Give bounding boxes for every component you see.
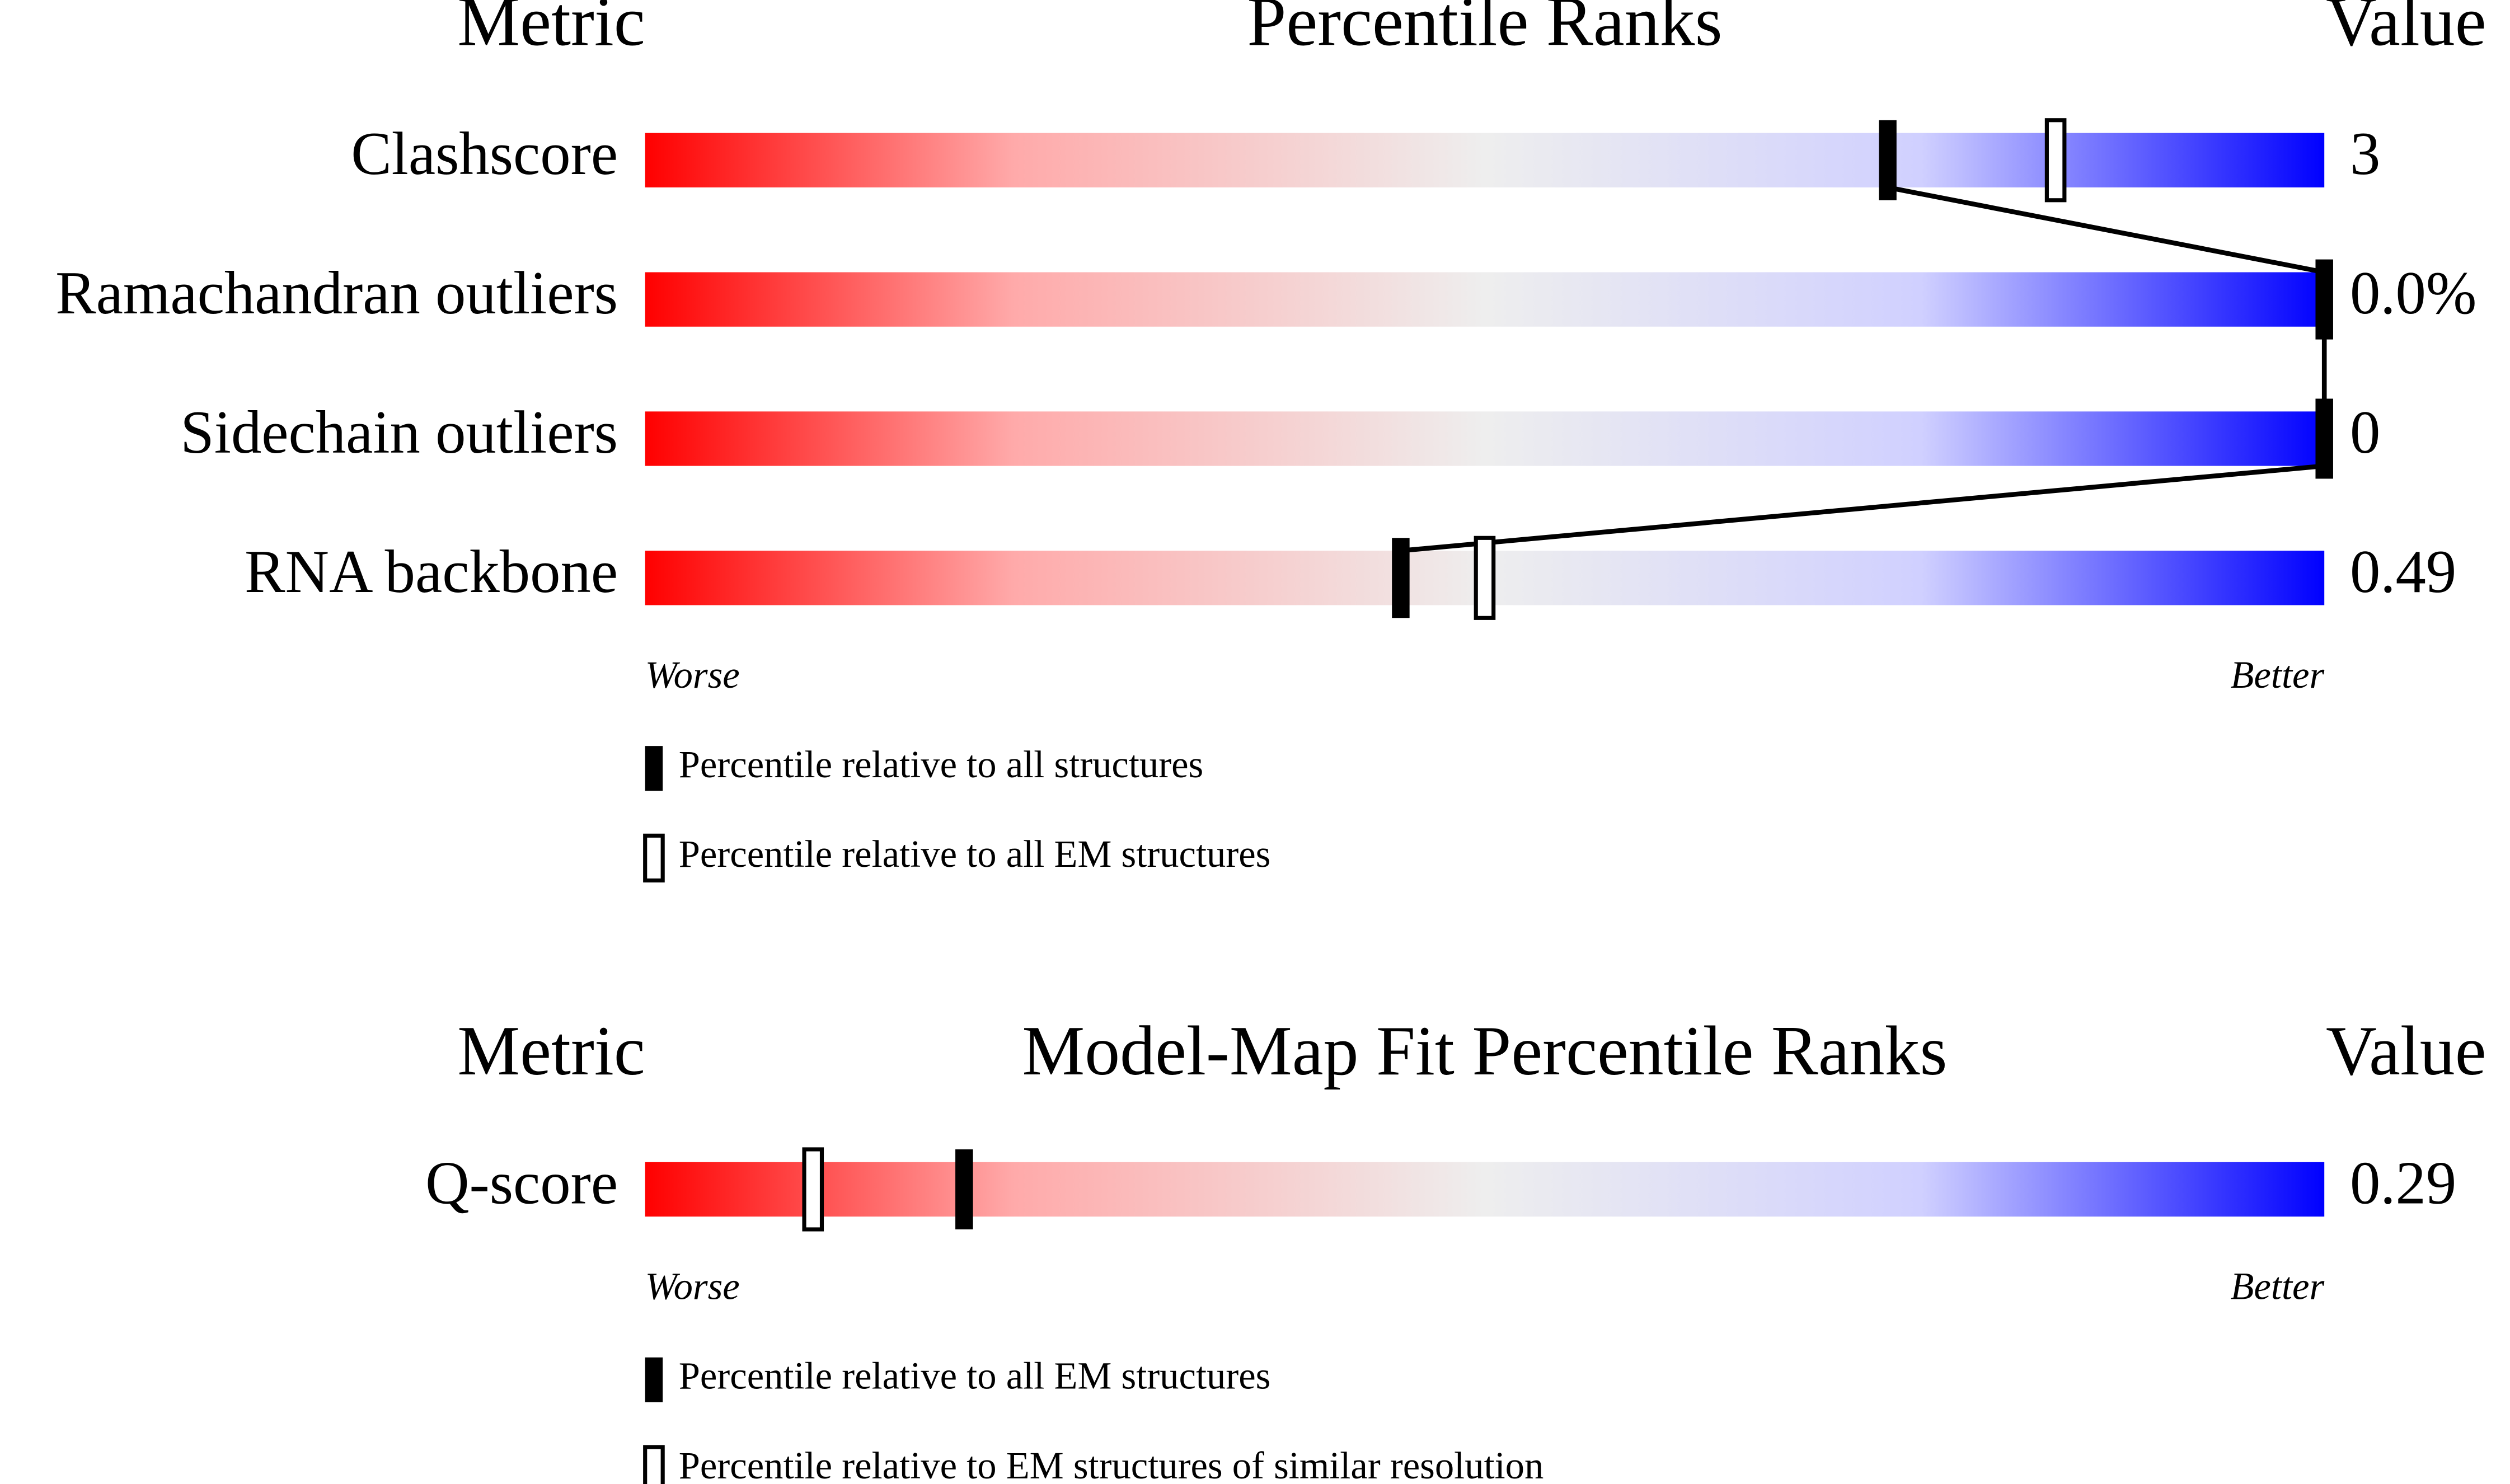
metric-label: Sidechain outliers bbox=[180, 398, 618, 466]
percentile-bar bbox=[645, 133, 2325, 187]
chart-title: Percentile Ranks bbox=[1247, 0, 1722, 61]
metric-value: 3 bbox=[2350, 120, 2380, 187]
legend-label: Percentile relative to all EM structures bbox=[679, 1355, 1271, 1397]
marker-filled bbox=[955, 1149, 973, 1229]
column-header: Value bbox=[2326, 0, 2486, 61]
metric-label: RNA backbone bbox=[245, 538, 618, 605]
marker-filled bbox=[2315, 398, 2333, 479]
marker-filled bbox=[1879, 120, 1897, 200]
marker-open bbox=[2044, 118, 2067, 203]
axis-end-label: Better bbox=[2231, 654, 2325, 696]
legend-label: Percentile relative to all structures bbox=[679, 743, 1204, 786]
metric-value: 0.29 bbox=[2350, 1149, 2456, 1217]
marker-open bbox=[802, 1147, 824, 1232]
column-header: Metric bbox=[457, 1012, 645, 1090]
percentile-bar bbox=[645, 1162, 2325, 1217]
metric-value: 0.0% bbox=[2350, 259, 2476, 327]
metric-label: Ramachandran outliers bbox=[55, 259, 618, 327]
percentile-bar bbox=[645, 411, 2325, 466]
axis-end-label: Worse bbox=[645, 654, 740, 696]
axis-end-label: Better bbox=[2231, 1265, 2325, 1307]
marker-open bbox=[1474, 536, 1496, 620]
metric-label: Clashscore bbox=[351, 120, 618, 187]
metric-value: 0.49 bbox=[2350, 538, 2456, 605]
column-header: Value bbox=[2326, 1012, 2486, 1090]
chart-title: Model-Map Fit Percentile Ranks bbox=[1022, 1012, 1947, 1090]
metric-value: 0 bbox=[2350, 398, 2380, 466]
legend-swatch bbox=[645, 746, 663, 791]
legend-swatch bbox=[643, 833, 665, 882]
marker-filled bbox=[2315, 259, 2333, 340]
legend-label: Percentile relative to EM structures of … bbox=[679, 1444, 1544, 1484]
column-header: Metric bbox=[457, 0, 645, 61]
legend-label: Percentile relative to all EM structures bbox=[679, 833, 1271, 875]
legend-swatch bbox=[643, 1445, 665, 1484]
percentile-bar bbox=[645, 272, 2325, 327]
percentile-line bbox=[1398, 185, 2327, 605]
axis-end-label: Worse bbox=[645, 1265, 740, 1307]
metric-label: Q-score bbox=[425, 1149, 618, 1217]
legend-swatch bbox=[645, 1357, 663, 1402]
marker-filled bbox=[1392, 538, 1410, 618]
